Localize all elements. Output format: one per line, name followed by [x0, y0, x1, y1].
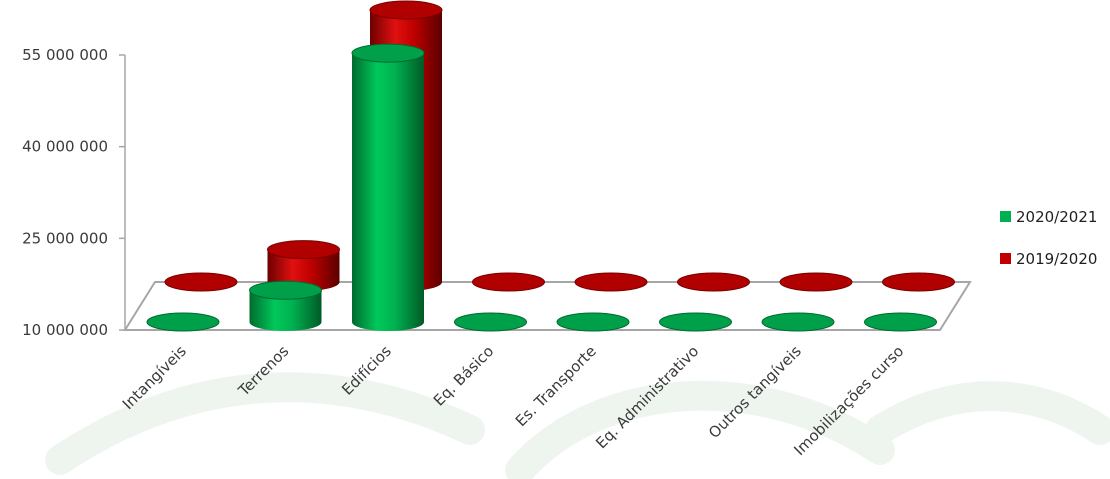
bar-top	[249, 280, 322, 300]
bar-disc	[574, 272, 648, 292]
bar-disc	[164, 272, 238, 292]
bar	[864, 312, 937, 332]
bar-disc	[659, 312, 732, 332]
bar	[351, 43, 425, 331]
legend-swatch-2019-2020	[1000, 253, 1011, 264]
legend-label-2020-2021: 2020/2021	[1016, 208, 1097, 226]
bar	[249, 280, 322, 331]
bar-disc	[864, 312, 937, 332]
y-axis-ticks: 10 000 000 25 000 000 40 000 000 55 000 000	[22, 46, 125, 339]
bar-disc	[761, 312, 835, 332]
bar-disc	[472, 272, 545, 292]
legend-label-2019-2020: 2019/2020	[1016, 250, 1097, 268]
bar-top	[369, 0, 443, 20]
bar	[882, 272, 955, 292]
bar-disc	[146, 312, 220, 332]
bar-top	[351, 43, 425, 63]
bar	[761, 312, 835, 332]
bar-disc	[779, 272, 853, 292]
bar	[677, 272, 750, 292]
bar	[659, 312, 732, 332]
bar	[472, 272, 545, 292]
bar	[779, 272, 853, 292]
bar	[454, 312, 527, 332]
y-tick-label: 55 000 000	[22, 46, 108, 64]
bar-disc	[454, 312, 527, 332]
bar-body	[352, 53, 424, 331]
bar-disc	[882, 272, 955, 292]
bars	[146, 0, 955, 332]
background-watermark	[45, 372, 1110, 479]
bar-body	[249, 290, 322, 331]
legend-swatch-2020-2021	[1000, 211, 1011, 222]
bar	[146, 312, 220, 332]
legend: 2020/2021 2019/2020	[1000, 208, 1097, 268]
x-category-label: Eq. Básico	[430, 342, 497, 409]
bar-body	[267, 249, 340, 291]
y-tick-label: 40 000 000	[22, 138, 108, 156]
bar	[267, 240, 340, 291]
bar-disc	[556, 312, 630, 332]
bar-disc	[677, 272, 750, 292]
bar	[574, 272, 648, 292]
bar-top	[267, 240, 340, 260]
y-tick-label: 25 000 000	[22, 229, 108, 247]
bar	[556, 312, 630, 332]
bar	[164, 272, 238, 292]
y-tick-label: 10 000 000	[22, 321, 108, 339]
